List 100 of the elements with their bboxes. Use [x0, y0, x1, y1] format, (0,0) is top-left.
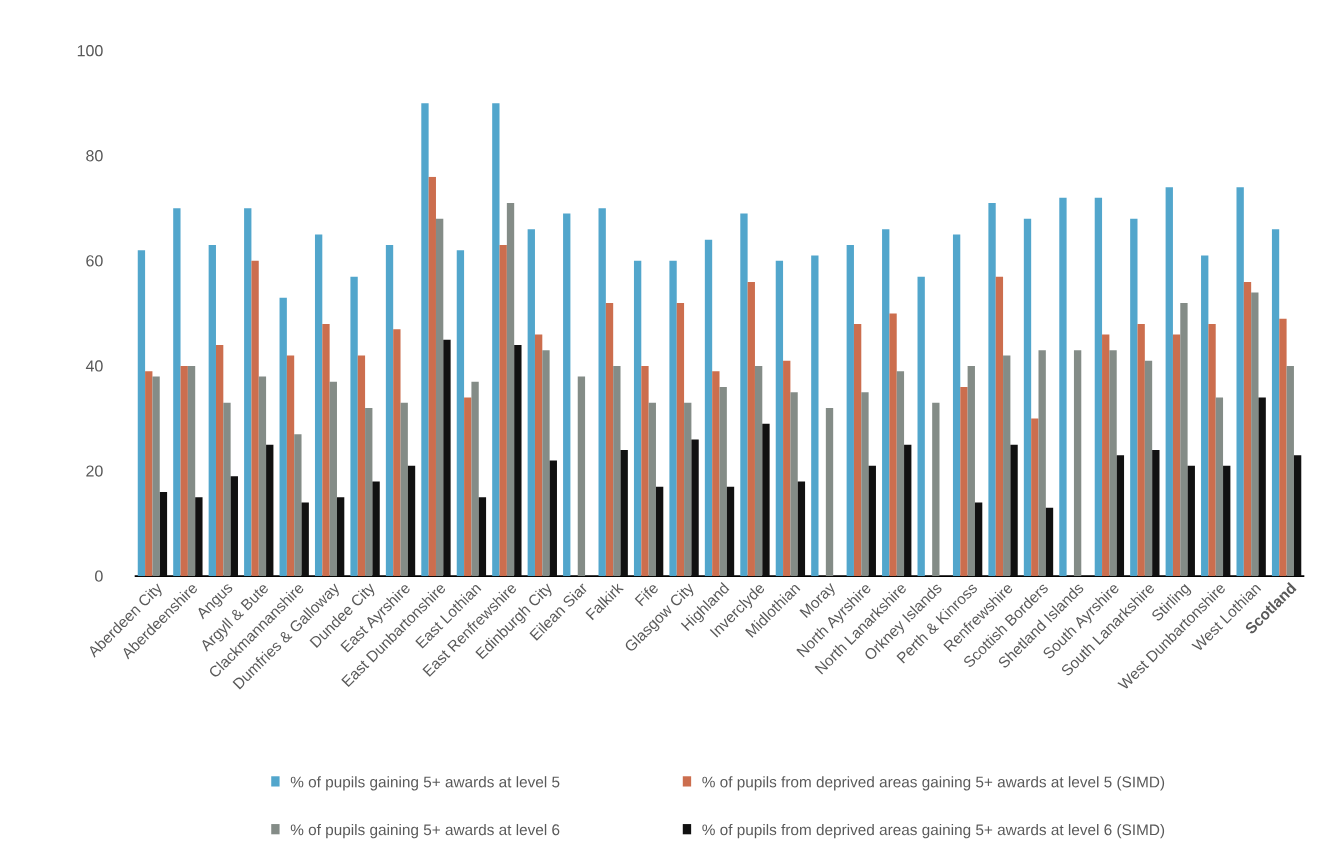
bar	[173, 208, 181, 577]
bar	[1003, 355, 1011, 577]
bar	[187, 366, 196, 577]
bar	[1165, 187, 1173, 577]
bar	[152, 376, 160, 577]
bar	[960, 387, 968, 577]
bar	[577, 376, 586, 577]
bar	[294, 434, 302, 577]
bar	[1180, 303, 1188, 577]
bar	[1116, 455, 1125, 577]
bar	[372, 481, 380, 577]
bar	[385, 245, 394, 577]
bar	[684, 402, 692, 577]
legend-label: % of pupils from deprived areas gaining 5+ awards at level 5 (SIMD)	[702, 776, 1165, 791]
bar	[740, 213, 748, 577]
bar	[1172, 334, 1181, 577]
bar	[1102, 334, 1110, 577]
bar	[145, 371, 153, 577]
bar	[223, 402, 231, 577]
bar	[1293, 455, 1302, 577]
bar	[393, 329, 401, 577]
bar	[350, 276, 358, 577]
bar	[620, 450, 628, 577]
bar	[456, 250, 465, 577]
bar	[1109, 350, 1117, 577]
bar	[613, 366, 621, 577]
bar	[967, 366, 975, 577]
bar	[464, 397, 472, 577]
bar	[1271, 229, 1280, 577]
bar	[1010, 445, 1018, 577]
bar	[322, 324, 330, 577]
bar	[889, 313, 897, 577]
bar	[797, 481, 806, 577]
bar	[400, 402, 408, 577]
bar	[655, 487, 664, 577]
bar	[1251, 292, 1259, 577]
bar	[598, 208, 606, 577]
bar	[754, 366, 763, 577]
bar	[1236, 187, 1244, 577]
bar	[435, 219, 444, 577]
legend-label: % of pupils from deprived areas gaining 5+ awards at level 6 (SIMD)	[702, 824, 1165, 839]
bar	[1208, 324, 1216, 577]
bar	[917, 276, 925, 577]
x-tick-label: Fife	[634, 585, 658, 607]
bar	[492, 103, 500, 577]
bar	[357, 355, 366, 577]
legend-label: % of pupils gaining 5+ awards at level 6	[290, 824, 560, 839]
bar	[648, 402, 656, 577]
bar	[861, 392, 869, 577]
bar	[336, 497, 345, 577]
bar	[1223, 466, 1231, 577]
bar	[988, 203, 996, 577]
bar	[251, 261, 259, 577]
bar	[365, 408, 373, 577]
bar	[811, 255, 819, 577]
bar	[995, 276, 1004, 577]
bar	[1023, 219, 1032, 577]
bar	[180, 366, 188, 577]
bar	[258, 376, 267, 577]
bar	[195, 497, 203, 577]
bar	[428, 177, 436, 577]
bar	[1187, 466, 1195, 577]
bar	[790, 392, 798, 577]
bar	[1031, 418, 1039, 577]
bar	[641, 366, 649, 577]
bar	[534, 334, 543, 577]
bar	[286, 355, 295, 577]
bar	[329, 381, 337, 577]
legend-label: % of pupils gaining 5+ awards at level 5	[290, 776, 560, 791]
bar	[633, 261, 642, 577]
y-tick-label: 20	[86, 465, 103, 477]
bar	[478, 497, 487, 577]
bar	[514, 345, 522, 577]
bar	[853, 324, 862, 577]
bar	[712, 371, 720, 577]
bar	[896, 371, 905, 577]
y-tick-label: 100	[77, 45, 103, 57]
bar	[605, 303, 614, 577]
bar	[676, 303, 685, 577]
bar	[471, 381, 479, 577]
bar	[974, 502, 983, 577]
bar	[747, 282, 755, 577]
bar	[314, 234, 323, 577]
bar	[549, 460, 557, 577]
bar	[669, 261, 677, 577]
bar	[1144, 360, 1153, 577]
bar	[932, 402, 940, 577]
bar	[952, 234, 961, 577]
bar	[691, 439, 699, 577]
bar	[704, 240, 713, 577]
bar	[1137, 324, 1145, 577]
bar	[1152, 450, 1160, 577]
bar	[506, 203, 515, 577]
bar	[719, 387, 727, 577]
bar	[1286, 366, 1294, 577]
bar	[208, 245, 216, 577]
bar	[244, 208, 252, 577]
bar	[1045, 508, 1054, 577]
bar	[904, 445, 912, 577]
y-tick-label: 80	[86, 150, 103, 162]
